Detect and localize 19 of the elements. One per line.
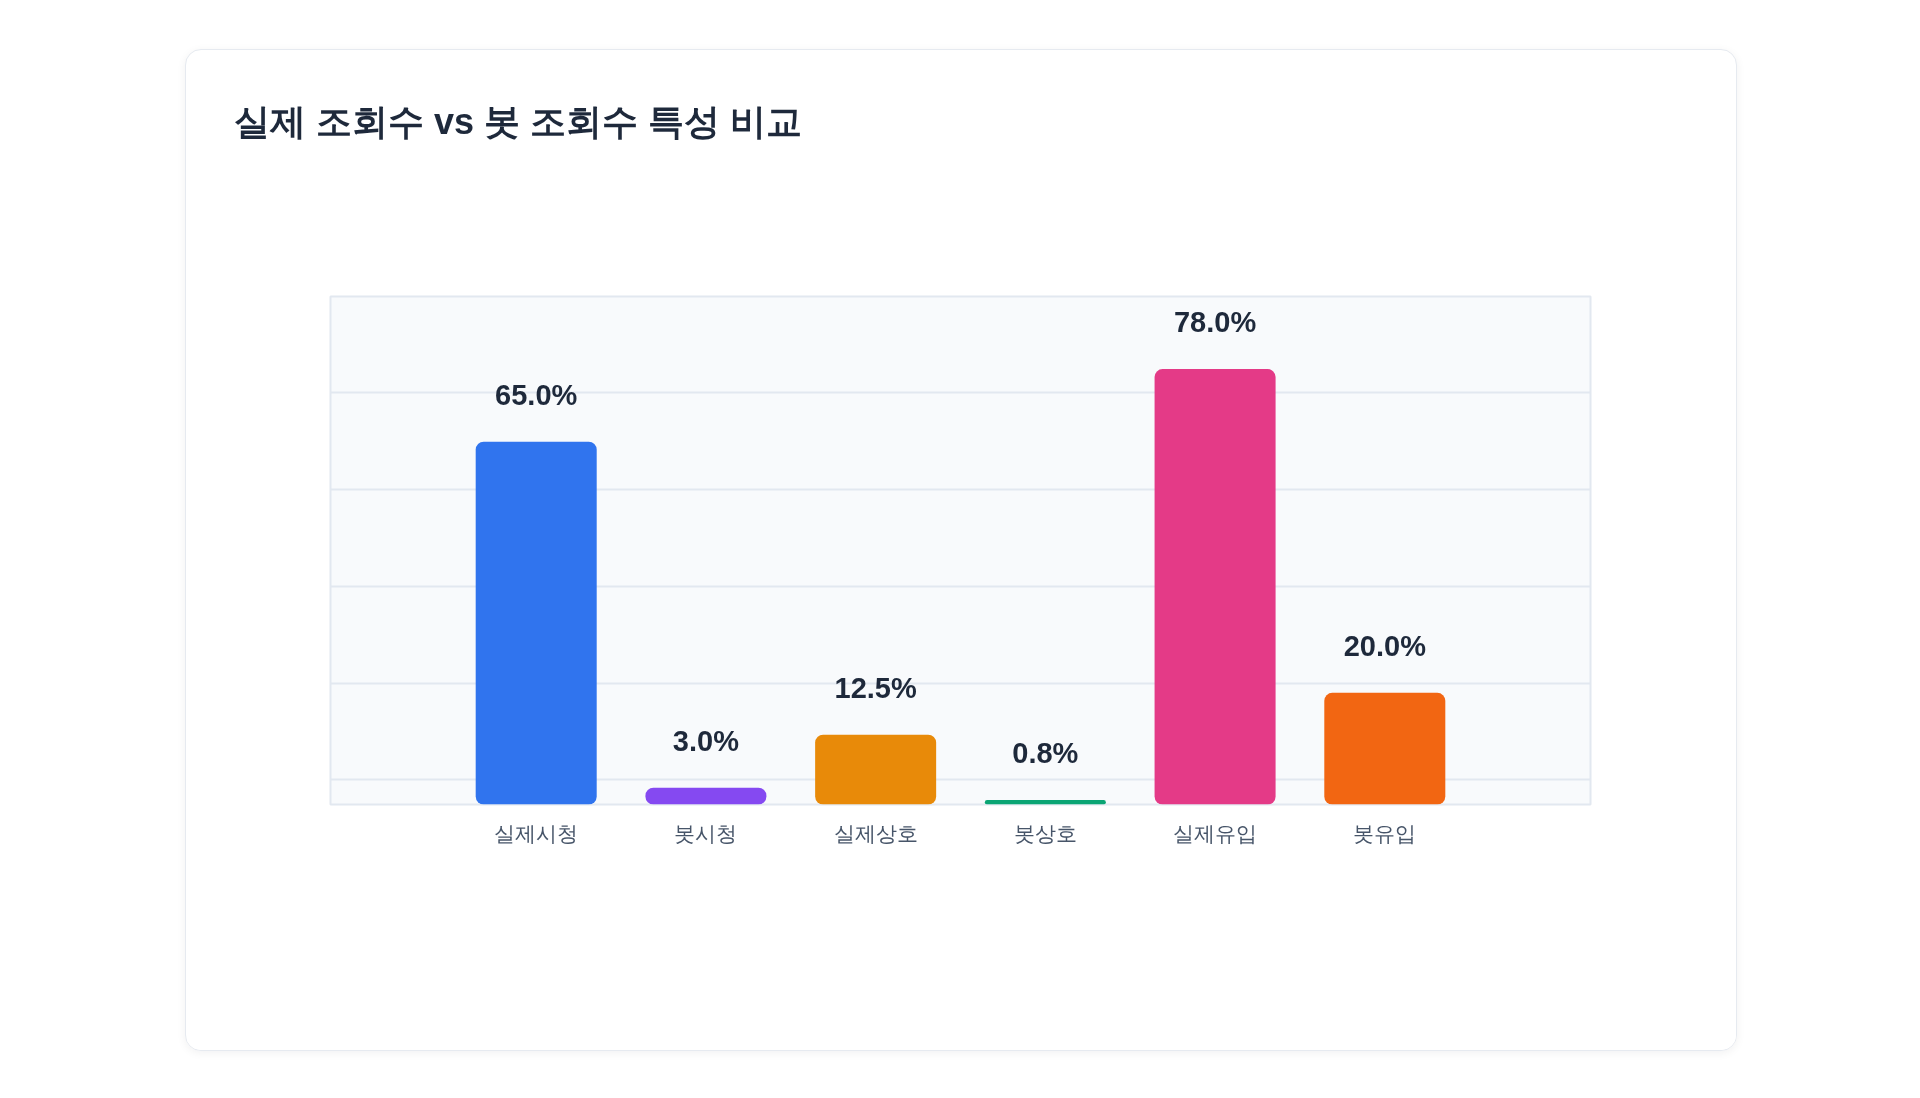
bar <box>984 800 1106 805</box>
x-tick-label: 봇상호 <box>1013 821 1077 845</box>
bar <box>645 787 767 805</box>
bar <box>475 441 597 805</box>
data-label: 20.0% <box>1343 629 1427 662</box>
data-label: 78.0% <box>1173 306 1257 339</box>
bar <box>1154 369 1276 805</box>
data-label: 65.0% <box>495 378 578 411</box>
bar <box>815 734 937 805</box>
x-tick-label: 실제상호 <box>833 821 918 845</box>
x-tick-label: 실제시청 <box>494 821 579 845</box>
chart-title: 실제 조회수 vs 봇 조회수 특성 비교 <box>234 100 803 143</box>
data-label: 0.8% <box>1012 737 1079 770</box>
x-tick-label: 실제유입 <box>1173 821 1258 845</box>
bar <box>1324 692 1446 805</box>
data-label: 3.0% <box>672 724 740 757</box>
x-tick-label: 봇시청 <box>674 821 738 845</box>
x-tick-label: 봇유입 <box>1353 821 1417 845</box>
data-label: 12.5% <box>834 671 917 704</box>
